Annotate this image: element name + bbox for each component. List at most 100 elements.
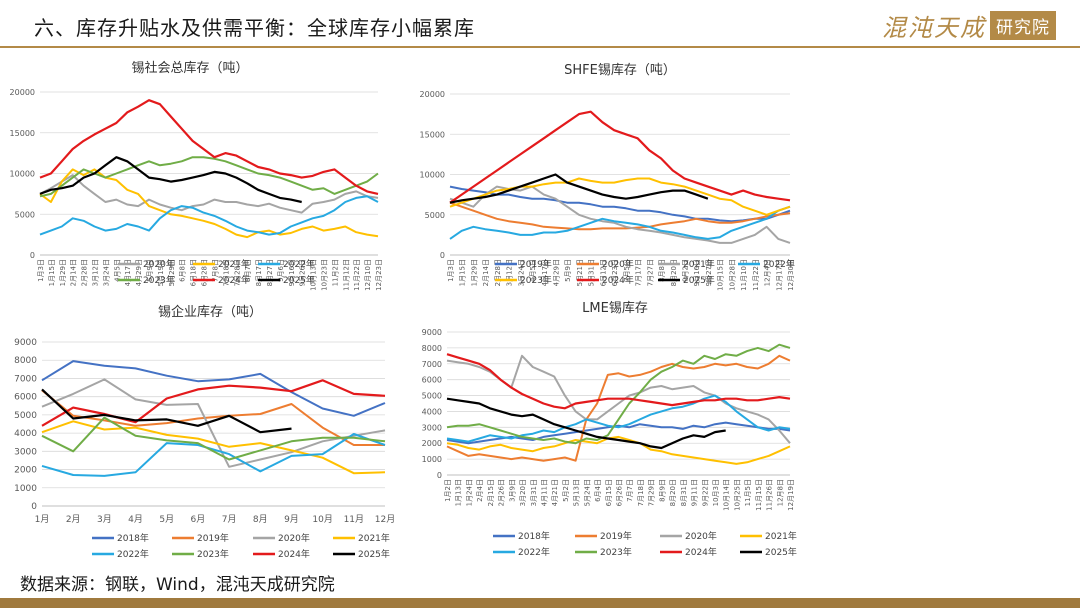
series-line-2022 <box>449 205 791 240</box>
x-tick-label: 6月8日 <box>179 259 187 282</box>
x-tick-label: 2月 <box>66 514 81 525</box>
x-tick-label: 9月6日 <box>277 259 285 282</box>
x-tick-label: 5月24日 <box>583 479 591 506</box>
x-tick-label: 6月12日 <box>599 259 607 286</box>
legend-label: 2022年 <box>518 546 550 558</box>
series-line-2023 <box>41 416 386 461</box>
chart-title: SHFE锡库存（吨） <box>564 62 676 78</box>
chart-enterprise-inventory: 锡企业库存（吨） 0 1000 2000 3000 4000 5000 6000 7000 800… <box>14 304 395 560</box>
legend-label: 2023年 <box>143 274 175 286</box>
series-line-2022 <box>39 195 379 236</box>
x-tick-label: 11月2日 <box>331 259 339 286</box>
x-tick-label: 12月19日 <box>787 479 795 511</box>
x-tick-label: 4月11日 <box>540 479 548 506</box>
x-tick-label: 2月14日 <box>482 259 490 286</box>
x-tick-label: 1月24日 <box>465 479 473 506</box>
x-tick-label: 9月22日 <box>701 479 709 506</box>
x-tick-label: 6月4日 <box>594 479 602 502</box>
y-tick-label: 0 <box>440 251 445 260</box>
series-line-2024 <box>39 99 379 195</box>
series-line-2021 <box>39 168 379 239</box>
x-tick-label: 6月 <box>191 514 206 525</box>
series-line-2021 <box>41 420 386 475</box>
x-tick-label: 3月24日 <box>102 259 110 286</box>
x-tick-label: 1月15日 <box>459 259 467 286</box>
x-tick-label: 11月15日 <box>755 479 763 511</box>
x-tick-label: 8月31日 <box>680 479 688 506</box>
x-tick-label: 9月 <box>284 514 299 525</box>
legend-label: 2024年 <box>685 546 717 558</box>
y-tick-label: 10000 <box>10 170 35 179</box>
x-tick-label: 2月28日 <box>494 259 502 286</box>
legend-label: 2021年 <box>218 258 250 270</box>
chart-title: 锡社会总库存（吨） <box>131 60 248 76</box>
x-tick-label: 7月17日 <box>635 259 643 286</box>
x-tick-label: 11月12日 <box>342 259 350 291</box>
legend-label: 2020年 <box>278 532 310 544</box>
legend-label: 2025年 <box>683 274 715 286</box>
legend-label: 2024年 <box>218 274 250 286</box>
x-tick-label: 12月30日 <box>787 259 795 291</box>
series-line-2021 <box>446 435 791 465</box>
x-tick-label: 9月26日 <box>299 259 307 286</box>
y-tick-label: 9000 <box>422 328 442 337</box>
y-tick-label: 4000 <box>422 407 442 416</box>
x-tick-label: 11月26日 <box>766 479 774 511</box>
x-tick-label: 8月20日 <box>670 259 678 286</box>
x-tick-label: 3月31日 <box>530 479 538 506</box>
y-tick-label: 6000 <box>14 393 37 403</box>
brand-name: 混沌天成 <box>882 13 986 42</box>
legend-label: 2022年 <box>283 258 315 270</box>
series-line-2020 <box>39 174 379 214</box>
x-tick-label: 12月10日 <box>364 259 372 291</box>
y-tick-label: 7000 <box>14 374 37 384</box>
x-tick-label: 4月17日 <box>541 259 549 286</box>
x-tick-label: 9月2日 <box>681 259 689 282</box>
x-tick-label: 12月17日 <box>775 259 783 291</box>
legend-label: 2024年 <box>278 548 310 560</box>
x-tick-label: 5月13日 <box>573 479 581 506</box>
x-tick-label: 10月25日 <box>733 479 741 511</box>
series-line-2020 <box>41 378 386 468</box>
series-line-2025 <box>446 397 726 450</box>
x-tick-label: 12月4日 <box>764 259 772 286</box>
x-tick-label: 10月28日 <box>728 259 736 291</box>
x-tick-label: 3月12日 <box>506 259 514 286</box>
x-tick-label: 7月 <box>222 514 237 525</box>
series-line-2025 <box>449 173 709 204</box>
y-tick-label: 15000 <box>10 129 35 138</box>
y-tick-label: 5000 <box>425 211 445 220</box>
x-tick-label: 10月15日 <box>717 259 725 291</box>
y-tick-label: 8000 <box>14 356 37 366</box>
y-tick-label: 1000 <box>422 455 442 464</box>
x-tick-label: 8月7日 <box>244 259 252 282</box>
x-tick-label: 8月17日 <box>255 259 263 286</box>
x-tick-label: 9月16日 <box>693 259 701 286</box>
x-tick-label: 10月 <box>312 514 332 525</box>
y-tick-label: 0 <box>31 502 37 512</box>
x-tick-label: 7月28日 <box>233 259 241 286</box>
x-tick-label: 7月27日 <box>646 259 654 286</box>
y-tick-label: 1000 <box>14 484 37 494</box>
legend-label: 2023年 <box>197 548 229 560</box>
x-tick-label: 12月8日 <box>776 479 784 506</box>
x-tick-label: 5月31日 <box>588 259 596 286</box>
x-tick-label: 10月23日 <box>320 259 328 291</box>
x-tick-label: 7月7日 <box>626 479 634 502</box>
x-tick-label: 4月29日 <box>553 259 561 286</box>
x-tick-label: 10月13日 <box>310 259 318 291</box>
chart-lme-inventory: LME锡库存 0 1000 2000 3000 4000 5000 6000 7000 8000 9… <box>422 300 797 558</box>
x-tick-label: 7月29日 <box>648 479 656 506</box>
y-tick-label: 20000 <box>420 90 445 99</box>
brand-box: 研究院 <box>990 10 1056 40</box>
x-tick-label: 9月27日 <box>705 259 713 286</box>
x-tick-label: 7月8日 <box>211 259 219 282</box>
data-source-note: 数据来源：钢联，Wind，混沌天成研究院 <box>20 575 335 595</box>
x-tick-label: 3月20日 <box>519 479 527 506</box>
x-tick-label: 1月13日 <box>455 479 463 506</box>
x-tick-label: 1月15日 <box>48 259 56 286</box>
series-line-2019 <box>446 354 791 462</box>
legend-label: 2018年 <box>117 532 149 544</box>
x-tick-label: 10月14日 <box>723 479 731 511</box>
x-tick-label: 1月29日 <box>59 259 67 286</box>
